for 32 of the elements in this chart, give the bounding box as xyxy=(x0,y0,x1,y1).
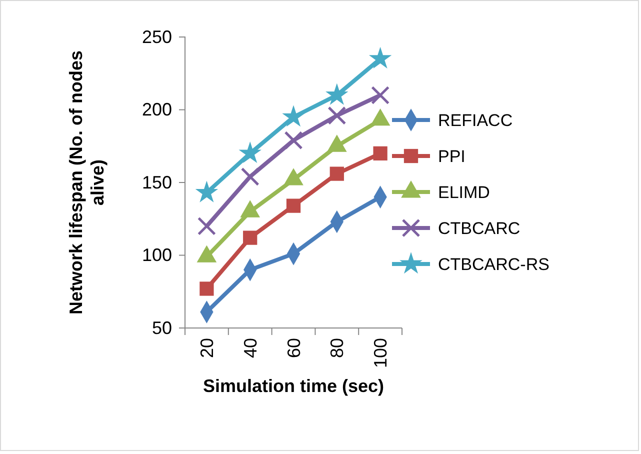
x-tick-label: 80 xyxy=(327,338,348,358)
point xyxy=(326,83,348,105)
x-axis-title: Simulation time (sec) xyxy=(202,376,384,396)
legend-label: ELIMD xyxy=(438,182,490,202)
x-tick-label: 40 xyxy=(240,338,260,358)
point xyxy=(373,146,388,160)
point xyxy=(195,180,218,202)
x-tick-label: 60 xyxy=(284,338,304,358)
y-tick-label: 250 xyxy=(142,26,172,47)
point xyxy=(371,86,390,104)
legend-label: REFIACC xyxy=(438,110,513,130)
point xyxy=(286,198,301,213)
point xyxy=(330,166,344,181)
point xyxy=(243,230,258,245)
point xyxy=(282,105,305,127)
y-tick-label: 100 xyxy=(142,245,172,266)
x-tick-label: 20 xyxy=(197,338,217,358)
point xyxy=(328,106,346,125)
legend-label: CTBCARC-RS xyxy=(438,254,550,274)
x-tick-label: 100 xyxy=(370,338,391,368)
y-tick-label: 50 xyxy=(152,318,172,338)
point xyxy=(284,131,303,150)
legend-label: PPI xyxy=(438,146,466,166)
y-axis-title: Network lifespan (No. of nodes alive) xyxy=(66,50,108,315)
point xyxy=(240,167,260,186)
y-tick-label: 150 xyxy=(142,172,172,192)
point xyxy=(200,282,214,296)
point xyxy=(238,141,262,164)
y-tick-label: 200 xyxy=(142,100,172,120)
point xyxy=(368,46,392,68)
legend-label: CTBCARC xyxy=(438,218,520,238)
point xyxy=(197,216,216,236)
